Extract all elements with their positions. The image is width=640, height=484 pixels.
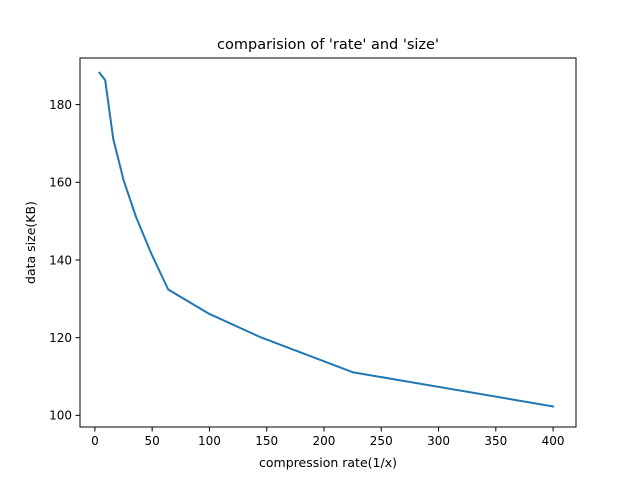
data-point	[98, 71, 101, 74]
y-tick-label: 120	[49, 331, 72, 345]
x-tick-label: 300	[427, 434, 450, 448]
chart-title: comparision of 'rate' and 'size'	[217, 37, 439, 53]
y-axis-label: data size(KB)	[23, 201, 38, 284]
x-tick-label: 250	[370, 434, 393, 448]
y-axis-ticks: 100 120 140 160 180	[49, 98, 80, 423]
plot-frame	[79, 57, 577, 428]
data-point	[167, 288, 170, 291]
x-tick-label: 150	[255, 434, 278, 448]
data-point	[122, 179, 125, 181]
x-tick-label: 400	[542, 434, 565, 448]
series-layer	[98, 71, 555, 408]
data-point	[351, 371, 354, 374]
y-tick-label: 100	[49, 409, 72, 423]
x-tick-label: 0	[91, 434, 99, 448]
x-axis-ticks: 0 50 100 150 200 250 300 350 400	[91, 427, 565, 448]
data-point	[150, 252, 152, 254]
y-tick-label: 160	[49, 176, 72, 190]
x-tick-label: 350	[484, 434, 507, 448]
x-tick-label: 50	[145, 434, 160, 448]
data-point	[112, 137, 115, 140]
x-axis-label: compression rate(1/x)	[259, 455, 397, 470]
x-tick-label: 200	[313, 434, 336, 448]
data-point	[208, 313, 211, 315]
y-tick-label: 180	[49, 98, 72, 112]
data-point	[258, 335, 261, 338]
data-point	[104, 79, 107, 82]
data-point	[135, 216, 138, 219]
data-point	[552, 405, 554, 408]
x-tick-label: 100	[198, 434, 221, 448]
y-tick-label: 140	[49, 253, 72, 267]
